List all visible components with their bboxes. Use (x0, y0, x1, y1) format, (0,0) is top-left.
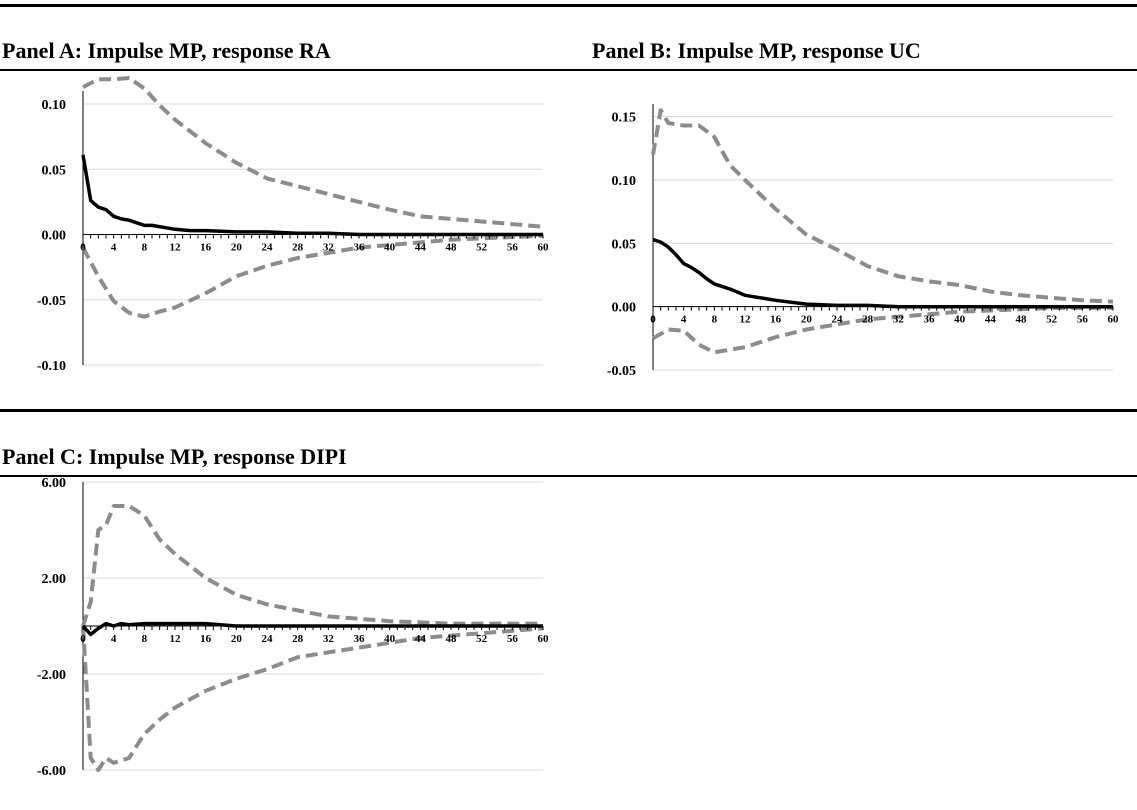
panel-c-plot: 6.002.00-2.00-6.000 4 8 12 16 20 24 28 32 36 40 44 4… (37, 476, 549, 779)
impulse-response-line (81, 154, 543, 237)
panel-c-title: Panel C: Impulse MP, response DIPI (2, 444, 347, 469)
x-tick-label: 28 (292, 633, 304, 645)
x-tick-label: 24 (262, 242, 274, 254)
confidence-band-line (82, 76, 544, 229)
x-tick-label: 44 (985, 314, 997, 326)
y-tick-label: 6.00 (42, 476, 67, 491)
y-tick-label: 0.10 (42, 98, 67, 113)
y-tick-label: 0.15 (612, 111, 637, 126)
confidence-band-line (81, 504, 543, 627)
x-tick-label: 8 (142, 242, 148, 254)
x-tick-label: 32 (893, 314, 905, 326)
y-tick-label: -2.00 (37, 668, 66, 683)
x-tick-label: 28 (292, 242, 304, 254)
panel-ab-title-rule (0, 69, 1137, 71)
y-tick-label: 0.00 (42, 229, 67, 244)
x-tick-label: 52 (476, 633, 488, 645)
x-tick-label: 40 (954, 314, 966, 326)
x-tick-label: 44 (415, 633, 427, 645)
x-tick-label: 40 (384, 242, 396, 254)
panel-a-plot: 0.100.050.00-0.05-0.100 4 8 12 16 20 24 28 32 36 4… (37, 76, 550, 374)
x-tick-label: 52 (1046, 314, 1058, 326)
x-tick-label: 28 (862, 314, 874, 326)
x-tick-label: 32 (323, 633, 335, 645)
x-tick-label: 0 (80, 633, 86, 645)
confidence-band-line (651, 108, 1114, 304)
x-tick-label: 48 (446, 633, 458, 645)
top-rule (0, 4, 1137, 7)
x-tick-label: 24 (262, 633, 274, 645)
x-tick-label: 52 (476, 242, 488, 254)
x-tick-label: 48 (446, 242, 458, 254)
x-tick-label: 12 (170, 242, 182, 254)
x-tick-label: 60 (538, 242, 550, 254)
x-tick-label: 4 (111, 633, 117, 645)
y-tick-label: 0.10 (612, 174, 637, 189)
y-tick-label: 0.00 (612, 301, 637, 316)
x-tick-label: 32 (323, 242, 335, 254)
confidence-band-line (652, 305, 1113, 355)
x-tick-label: 36 (354, 242, 366, 254)
x-tick-label: 20 (231, 633, 243, 645)
confidence-band-line (81, 625, 544, 772)
y-tick-label: -6.00 (37, 764, 66, 779)
panel-b-title: Panel B: Impulse MP, response UC (592, 38, 921, 63)
confidence-band-line (81, 233, 544, 319)
x-tick-label: 56 (507, 633, 519, 645)
y-tick-label: -0.05 (607, 364, 636, 379)
x-tick-label: 8 (712, 314, 718, 326)
x-tick-label: 12 (740, 314, 752, 326)
x-tick-label: 36 (354, 633, 366, 645)
x-tick-label: 20 (801, 314, 813, 326)
y-tick-label: 0.05 (612, 237, 637, 252)
y-tick-label: 0.05 (42, 163, 67, 178)
x-tick-label: 44 (415, 242, 427, 254)
y-tick-label: -0.10 (37, 359, 66, 374)
x-tick-label: 16 (770, 314, 782, 326)
panel-c-title-rule (0, 475, 1137, 477)
x-tick-label: 56 (507, 242, 519, 254)
x-tick-label: 24 (832, 314, 844, 326)
x-tick-label: 40 (384, 633, 396, 645)
x-tick-label: 4 (681, 314, 687, 326)
y-tick-label: 2.00 (42, 572, 67, 587)
x-tick-label: 20 (231, 242, 243, 254)
x-tick-label: 60 (1108, 314, 1120, 326)
x-tick-label: 0 (80, 242, 86, 254)
x-tick-label: 0 (650, 314, 656, 326)
x-tick-label: 8 (142, 633, 148, 645)
x-tick-label: 4 (111, 242, 117, 254)
x-tick-label: 56 (1077, 314, 1089, 326)
mid-rule (0, 409, 1137, 412)
x-tick-label: 16 (200, 633, 212, 645)
x-tick-label: 16 (200, 242, 212, 254)
x-tick-label: 60 (538, 633, 550, 645)
x-tick-label: 36 (924, 314, 936, 326)
panel-b-plot: 0.150.100.050.00-0.050 4 8 12 16 20 24 28 32 36 40… (607, 104, 1119, 379)
x-tick-label: 12 (170, 633, 182, 645)
x-tick-label: 48 (1016, 314, 1028, 326)
y-tick-label: -0.05 (37, 294, 66, 309)
panel-a-title: Panel A: Impulse MP, response RA (2, 38, 331, 63)
